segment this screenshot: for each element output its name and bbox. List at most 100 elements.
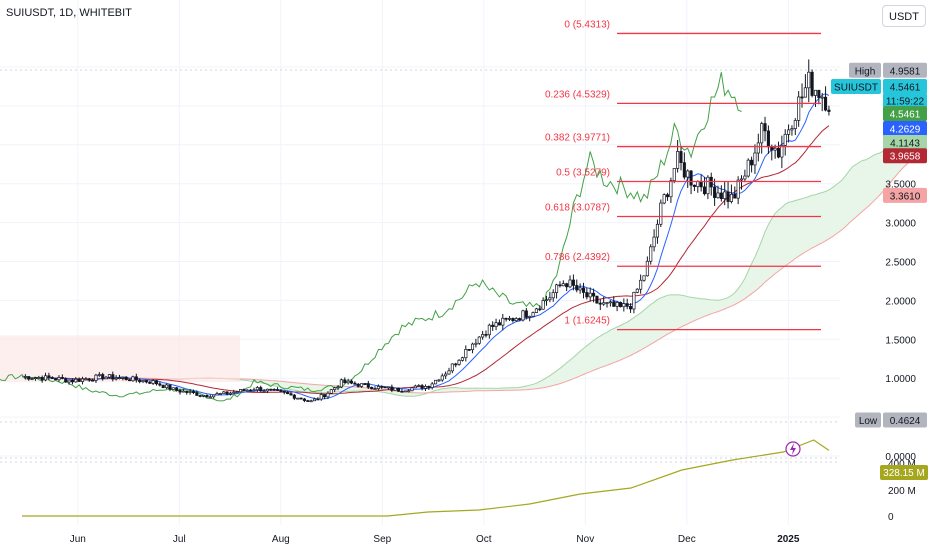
candle-body [592, 292, 596, 297]
candle-body [336, 386, 340, 389]
candle-body [178, 390, 182, 393]
candle-body [380, 386, 384, 388]
candle-body [810, 71, 814, 96]
candle-body [144, 380, 148, 383]
candle-body [733, 193, 737, 199]
fib-label: 0.382 (3.9771) [545, 133, 610, 144]
candle-body [151, 380, 155, 384]
candle-body [370, 386, 374, 390]
candle-body [60, 377, 64, 379]
candle-body [346, 380, 350, 384]
candle-body [420, 385, 424, 389]
candle-body [639, 279, 643, 290]
candle-body [101, 374, 105, 380]
ichimoku-cloud [0, 110, 917, 397]
candle-body [349, 380, 354, 384]
candle-body [27, 376, 31, 380]
candle-body [74, 378, 78, 383]
candle-body [296, 397, 300, 400]
candle-body [763, 123, 767, 132]
candle-body [433, 379, 438, 385]
candle-body [773, 147, 777, 151]
candle-body [117, 377, 122, 379]
candle-body [457, 359, 461, 365]
candle-body [333, 387, 337, 391]
fib-label: 0.786 (2.4392) [545, 252, 610, 263]
fibonacci-levels: 0 (5.4313) 0.236 (4.5329) 0.382 (3.9771) 0.… [545, 19, 821, 331]
candle-body [665, 194, 670, 198]
candle-body [756, 142, 760, 154]
candle-body [282, 390, 286, 393]
candle-body [242, 389, 246, 391]
candle-body [158, 383, 162, 386]
candle-body [477, 336, 481, 344]
candle-body [497, 322, 501, 326]
candle-body [750, 159, 754, 166]
candle-body [208, 396, 212, 399]
volume-tag: 328.15 M [883, 468, 925, 479]
candle-body [511, 318, 515, 322]
candle-body [245, 389, 249, 392]
price-tag-bg [883, 78, 927, 94]
candle-body [316, 398, 320, 401]
candle-body [148, 381, 152, 384]
candle-body [753, 152, 757, 166]
x-tick-label: Aug [272, 534, 290, 545]
candle-body [662, 194, 666, 204]
candle-body [87, 378, 91, 381]
candle-body [84, 378, 88, 381]
candle-body [625, 303, 629, 307]
candle-body [37, 377, 41, 379]
candle-body [692, 184, 696, 187]
candle-body [491, 324, 495, 327]
candle-body [403, 390, 407, 393]
candle-body [107, 374, 111, 378]
candle-body [521, 310, 525, 321]
candle-body [460, 357, 464, 361]
candle-body [803, 87, 807, 98]
y-tick-label: 0.0000 [885, 452, 916, 463]
x-tick-label: Oct [476, 534, 492, 545]
candle-body [188, 391, 192, 393]
candle-body [797, 96, 801, 121]
candle-body [138, 379, 142, 383]
currency-selector[interactable]: USDT [882, 5, 926, 27]
misc [785, 441, 801, 457]
y-tick-label: 1.5000 [885, 335, 916, 346]
candle-body [827, 109, 831, 112]
candle-body [602, 302, 606, 305]
candle-body [286, 392, 290, 395]
candle-body [33, 377, 37, 379]
candle-body [793, 120, 797, 129]
candle-body [444, 373, 448, 377]
candle-body [642, 275, 646, 281]
candle-body [447, 370, 451, 375]
candle-body [417, 385, 421, 387]
candle-body [40, 377, 44, 381]
candle-body [770, 146, 774, 151]
candle-body [531, 312, 535, 317]
price-tag-bg [883, 120, 927, 136]
candle-body [339, 379, 343, 388]
candle-body [413, 385, 417, 389]
price-tag: 4.5461 [890, 82, 921, 93]
candle-body [131, 376, 135, 382]
candle-body [111, 374, 115, 380]
candle-body [686, 170, 690, 178]
price-tag-bg [883, 134, 927, 150]
candle-body [470, 343, 475, 351]
candle-body [171, 387, 175, 390]
candle-body [134, 376, 138, 381]
candle-body [326, 392, 330, 398]
candle-body [232, 391, 236, 394]
x-tick-label: Jun [70, 534, 86, 545]
candle-body [440, 375, 444, 381]
candle-body [464, 349, 468, 359]
candle-body [729, 193, 733, 202]
candle-body [218, 393, 222, 395]
candle-body [528, 315, 532, 318]
candle-body [706, 176, 710, 195]
candle-body [423, 385, 428, 389]
price-tag-name: Low [859, 416, 878, 427]
